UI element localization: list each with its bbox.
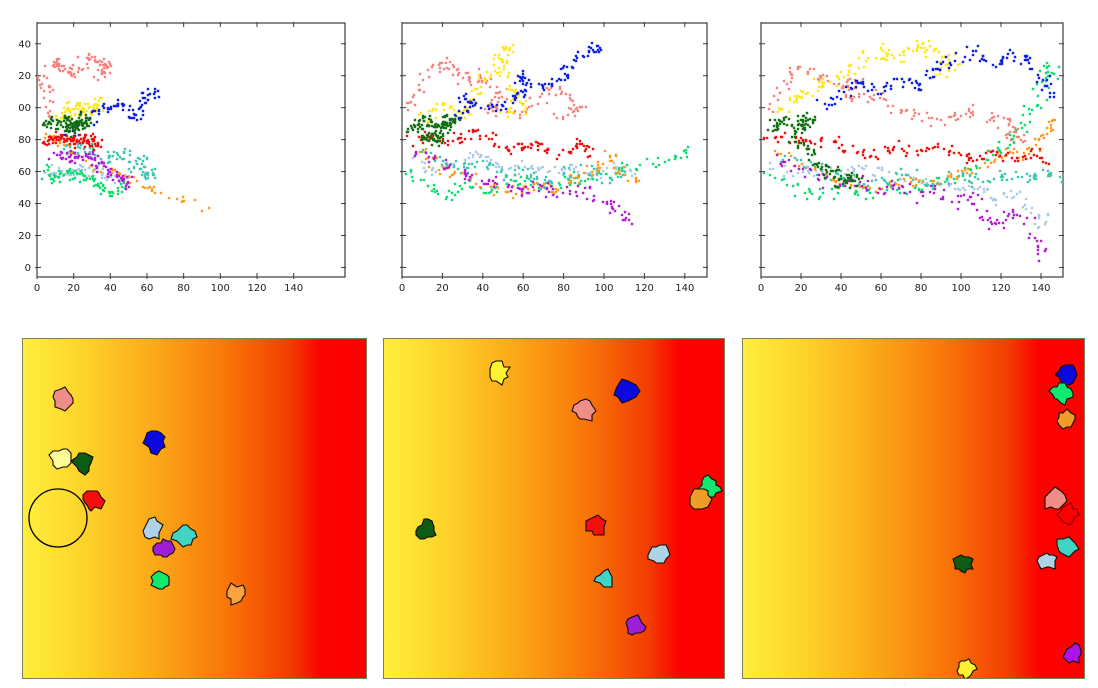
teal-cluster-blob (593, 568, 613, 588)
x-tick-label: 140 (675, 283, 694, 294)
x-tick-label: 40 (104, 283, 117, 294)
series-orange (773, 118, 1057, 194)
series-blue (815, 44, 1056, 111)
x-tick-label: 80 (915, 283, 928, 294)
green-cluster-blob (150, 570, 170, 590)
series-darkgreen (405, 113, 462, 148)
darkgreen-cluster-blob (415, 518, 437, 540)
plot-frame (36, 22, 346, 278)
darkgreen-cluster-blob (70, 452, 94, 476)
series-yellow (776, 39, 962, 114)
teal-cluster-blob (1056, 536, 1080, 558)
series-yellow (417, 43, 528, 124)
blue-cluster-blob (613, 378, 641, 404)
y-tick-label: 20 (18, 71, 31, 82)
x-tick-label: 140 (284, 283, 303, 294)
series-salmon (37, 52, 113, 119)
y-tick-label: 40 (18, 199, 31, 210)
blue-cluster-blob (142, 430, 166, 456)
scatter-plot-3: 0 20 40 60 80 100 120 140 (758, 22, 1064, 294)
series-salmon (405, 56, 588, 121)
series-purple (47, 149, 134, 191)
series-darkgreen (41, 112, 93, 139)
series-lightblue (409, 150, 637, 181)
x-tick-label: 60 (875, 283, 888, 294)
orange-cluster-blob (1056, 408, 1076, 430)
scatter-row: 0 20 40 60 80 100 120 140 0 20 40 60 80 00 20 40 0 20 40 60… (18, 22, 1064, 294)
gradient-panel-2 (383, 338, 725, 679)
x-tick-label: 60 (141, 283, 154, 294)
blue-cluster-blob (1054, 364, 1078, 386)
x-tick-label: 0 (758, 283, 764, 294)
x-tick-label: 100 (951, 283, 970, 294)
teal-cluster-blob (170, 524, 198, 548)
x-tick-label: 0 (399, 283, 405, 294)
yellow-cluster-blob (956, 658, 978, 678)
series-green (40, 163, 128, 198)
x-tick-label: 80 (177, 283, 190, 294)
scatter-plot-1: 0 20 40 60 80 100 120 140 0 20 40 60 80 00 20 40 (18, 22, 346, 294)
gradient-panel-3 (742, 338, 1085, 679)
yellow-cluster-blob (489, 360, 512, 386)
x-tick-label: 120 (635, 283, 654, 294)
x-tick-label: 120 (991, 283, 1010, 294)
series-salmon (767, 65, 1027, 144)
caption-remnant: ... (893, 676, 924, 687)
green-cluster-blob (696, 474, 723, 498)
plot-frame (760, 22, 1064, 278)
x-tick-label: 40 (476, 283, 489, 294)
lightblue-cluster-blob (647, 544, 671, 564)
series-purple (413, 150, 634, 226)
purple-cluster-blob (152, 538, 176, 558)
y-tick-label: 80 (18, 135, 31, 146)
outline-cluster-blob (1056, 502, 1080, 526)
orange-cluster-blob (226, 582, 246, 606)
y-tick-label: 00 (18, 103, 31, 114)
annotation-circle (28, 488, 88, 548)
gradient-panel-2-blobs (415, 360, 723, 636)
lightblue-cluster-blob (1036, 552, 1058, 570)
scatter-plot-2: 0 20 40 60 80 100 120 140 (399, 22, 708, 294)
paleyellow-cluster-blob (48, 448, 72, 470)
x-tick-label: 20 (436, 283, 449, 294)
red-cluster-blob (585, 514, 607, 536)
series-red (41, 130, 104, 152)
red-cluster-blob (82, 490, 106, 512)
y-tick-label: 60 (18, 167, 31, 178)
gradient-panel-3-blobs (952, 364, 1082, 678)
series-teal (420, 148, 627, 191)
salmon-cluster-blob (1044, 486, 1068, 510)
series-purple (775, 153, 1048, 263)
x-tick-label: 100 (594, 283, 613, 294)
x-tick-label: 20 (67, 283, 80, 294)
salmon-cluster-blob (571, 398, 597, 422)
x-tick-label: 120 (247, 283, 266, 294)
series-darkgreen (766, 111, 864, 190)
purple-cluster-blob (1062, 642, 1082, 664)
gradient-panel-1-blobs (28, 386, 246, 606)
purple-cluster-blob (625, 614, 647, 636)
x-tick-label: 140 (1031, 283, 1050, 294)
gradient-panel-1 (22, 338, 367, 679)
plot-frame (401, 22, 708, 278)
lightblue-cluster-blob (142, 516, 164, 540)
y-tick-label: 20 (18, 231, 31, 242)
x-tick-label: 40 (835, 283, 848, 294)
y-tick-label: 0 (25, 263, 31, 274)
x-tick-label: 80 (557, 283, 570, 294)
x-tick-label: 60 (517, 283, 530, 294)
y-tick-label: 40 (18, 39, 31, 50)
salmon-cluster-blob (52, 386, 74, 412)
darkgreen-cluster-blob (952, 554, 974, 574)
x-tick-label: 20 (795, 283, 808, 294)
x-tick-label: 0 (34, 283, 40, 294)
series-red (762, 131, 1051, 166)
green-cluster-blob (1048, 382, 1074, 406)
orange-cluster-blob (689, 488, 713, 510)
x-tick-label: 100 (211, 283, 230, 294)
